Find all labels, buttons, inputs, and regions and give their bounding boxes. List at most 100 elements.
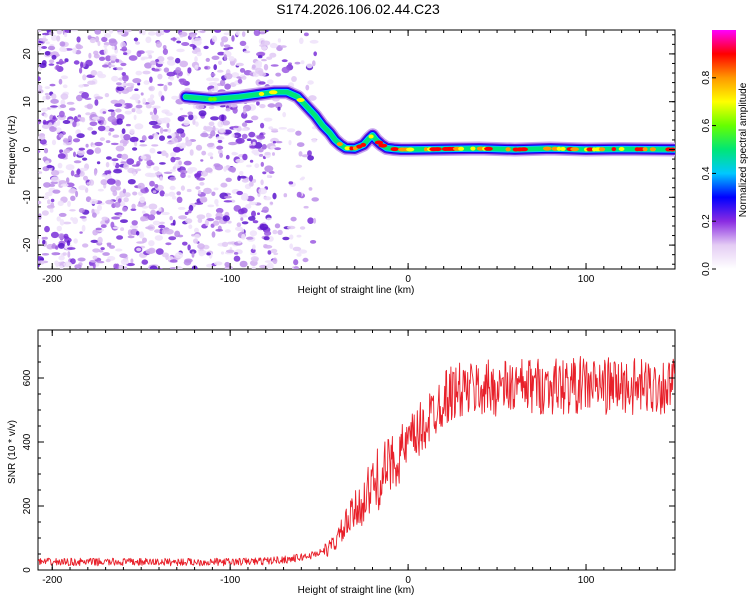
noise-blob bbox=[202, 250, 207, 256]
noise-blob bbox=[92, 212, 97, 218]
noise-blob bbox=[206, 252, 211, 256]
noise-blob bbox=[111, 75, 119, 82]
noise-blob bbox=[194, 56, 198, 63]
noise-blob bbox=[264, 260, 272, 263]
noise-blob bbox=[251, 149, 259, 155]
noise-blob bbox=[121, 128, 126, 135]
noise-blob bbox=[125, 123, 131, 127]
noise-blob bbox=[97, 125, 106, 132]
ridge-hotspot bbox=[336, 142, 343, 147]
noise-blob bbox=[277, 229, 283, 235]
noise-blob bbox=[311, 138, 317, 143]
noise-blob bbox=[189, 167, 198, 172]
noise-blob bbox=[38, 200, 42, 205]
noise-blob bbox=[141, 135, 147, 142]
snr-xtick-label: -100 bbox=[220, 575, 240, 586]
noise-blob bbox=[73, 160, 82, 164]
noise-blob bbox=[240, 128, 248, 131]
snr-ytick-label: 200 bbox=[22, 497, 33, 514]
noise-blob bbox=[142, 97, 147, 105]
noise-blob bbox=[155, 30, 162, 37]
spectrogram-xtick-label: 100 bbox=[578, 274, 595, 285]
noise-blob bbox=[148, 85, 155, 92]
noise-blob bbox=[211, 231, 216, 238]
noise-blob bbox=[42, 239, 46, 245]
noise-blob bbox=[139, 196, 146, 204]
noise-blob bbox=[90, 239, 99, 243]
noise-blob bbox=[189, 149, 194, 156]
noise-blob bbox=[159, 221, 165, 225]
noise-blob bbox=[38, 150, 41, 153]
colorbar-gradient bbox=[712, 30, 736, 269]
noise-blob bbox=[73, 151, 76, 158]
noise-blob bbox=[118, 264, 124, 269]
noise-blob bbox=[263, 117, 273, 122]
noise-blob bbox=[143, 213, 150, 217]
noise-blob bbox=[215, 207, 224, 214]
noise-blob bbox=[50, 198, 55, 203]
noise-blob bbox=[149, 265, 158, 269]
noise-blob bbox=[150, 94, 155, 99]
noise-blob bbox=[308, 187, 313, 191]
noise-blob bbox=[59, 41, 66, 47]
noise-blob bbox=[264, 165, 274, 173]
noise-blob bbox=[55, 245, 59, 250]
noise-blob bbox=[269, 42, 278, 49]
noise-blob bbox=[150, 162, 155, 166]
noise-blob bbox=[167, 135, 172, 139]
noise-blob bbox=[44, 51, 51, 56]
ridge-hotspot bbox=[556, 146, 562, 151]
noise-blob bbox=[116, 67, 124, 71]
noise-blob bbox=[41, 210, 49, 216]
spectrogram-ytick-label: 20 bbox=[22, 48, 33, 60]
noise-blob bbox=[50, 34, 58, 41]
noise-blob bbox=[239, 40, 247, 47]
noise-blob bbox=[97, 260, 105, 264]
noise-blob bbox=[175, 252, 184, 259]
noise-blob bbox=[194, 202, 204, 205]
noise-blob bbox=[256, 101, 260, 106]
noise-blob bbox=[149, 60, 157, 66]
noise-blob bbox=[38, 42, 42, 49]
noise-blob bbox=[307, 217, 314, 224]
noise-blob bbox=[131, 220, 138, 226]
noise-blob bbox=[82, 243, 89, 248]
noise-blob bbox=[108, 38, 117, 44]
noise-blob bbox=[122, 206, 128, 212]
colorbar: 0.0 0.2 0.4 0.6 0.8 Normalized spectral ampl… bbox=[701, 30, 749, 276]
noise-blob bbox=[147, 214, 156, 221]
noise-blob bbox=[290, 216, 297, 222]
noise-blob bbox=[115, 248, 123, 252]
noise-blob bbox=[179, 60, 189, 68]
noise-blob bbox=[57, 200, 64, 207]
noise-blob bbox=[135, 96, 139, 104]
noise-blob bbox=[107, 109, 115, 112]
noise-blob bbox=[70, 30, 78, 32]
noise-blob bbox=[274, 147, 282, 151]
noise-blob bbox=[206, 213, 212, 218]
noise-blob bbox=[113, 44, 118, 51]
noise-blob bbox=[228, 56, 235, 62]
noise-blob bbox=[191, 251, 195, 258]
noise-blob bbox=[48, 63, 55, 66]
noise-blob bbox=[264, 151, 271, 159]
noise-blob bbox=[224, 261, 230, 268]
noise-blob bbox=[197, 190, 202, 195]
noise-blob bbox=[123, 163, 129, 170]
noise-blob bbox=[141, 30, 146, 36]
noise-blob bbox=[120, 219, 128, 224]
noise-blob bbox=[199, 196, 208, 203]
noise-blob bbox=[160, 95, 165, 102]
noise-blob bbox=[103, 42, 110, 46]
noise-blob bbox=[66, 177, 70, 184]
noise-blob bbox=[55, 262, 59, 268]
noise-blob bbox=[239, 170, 244, 176]
ridge-hotspot bbox=[618, 147, 625, 151]
noise-blob bbox=[233, 255, 241, 262]
noise-blob bbox=[72, 138, 81, 143]
noise-blob bbox=[241, 192, 249, 200]
noise-blob bbox=[91, 130, 97, 135]
noise-blob bbox=[38, 84, 43, 91]
spectrogram-ytick-label: 0 bbox=[22, 146, 33, 152]
noise-blob bbox=[155, 41, 162, 48]
